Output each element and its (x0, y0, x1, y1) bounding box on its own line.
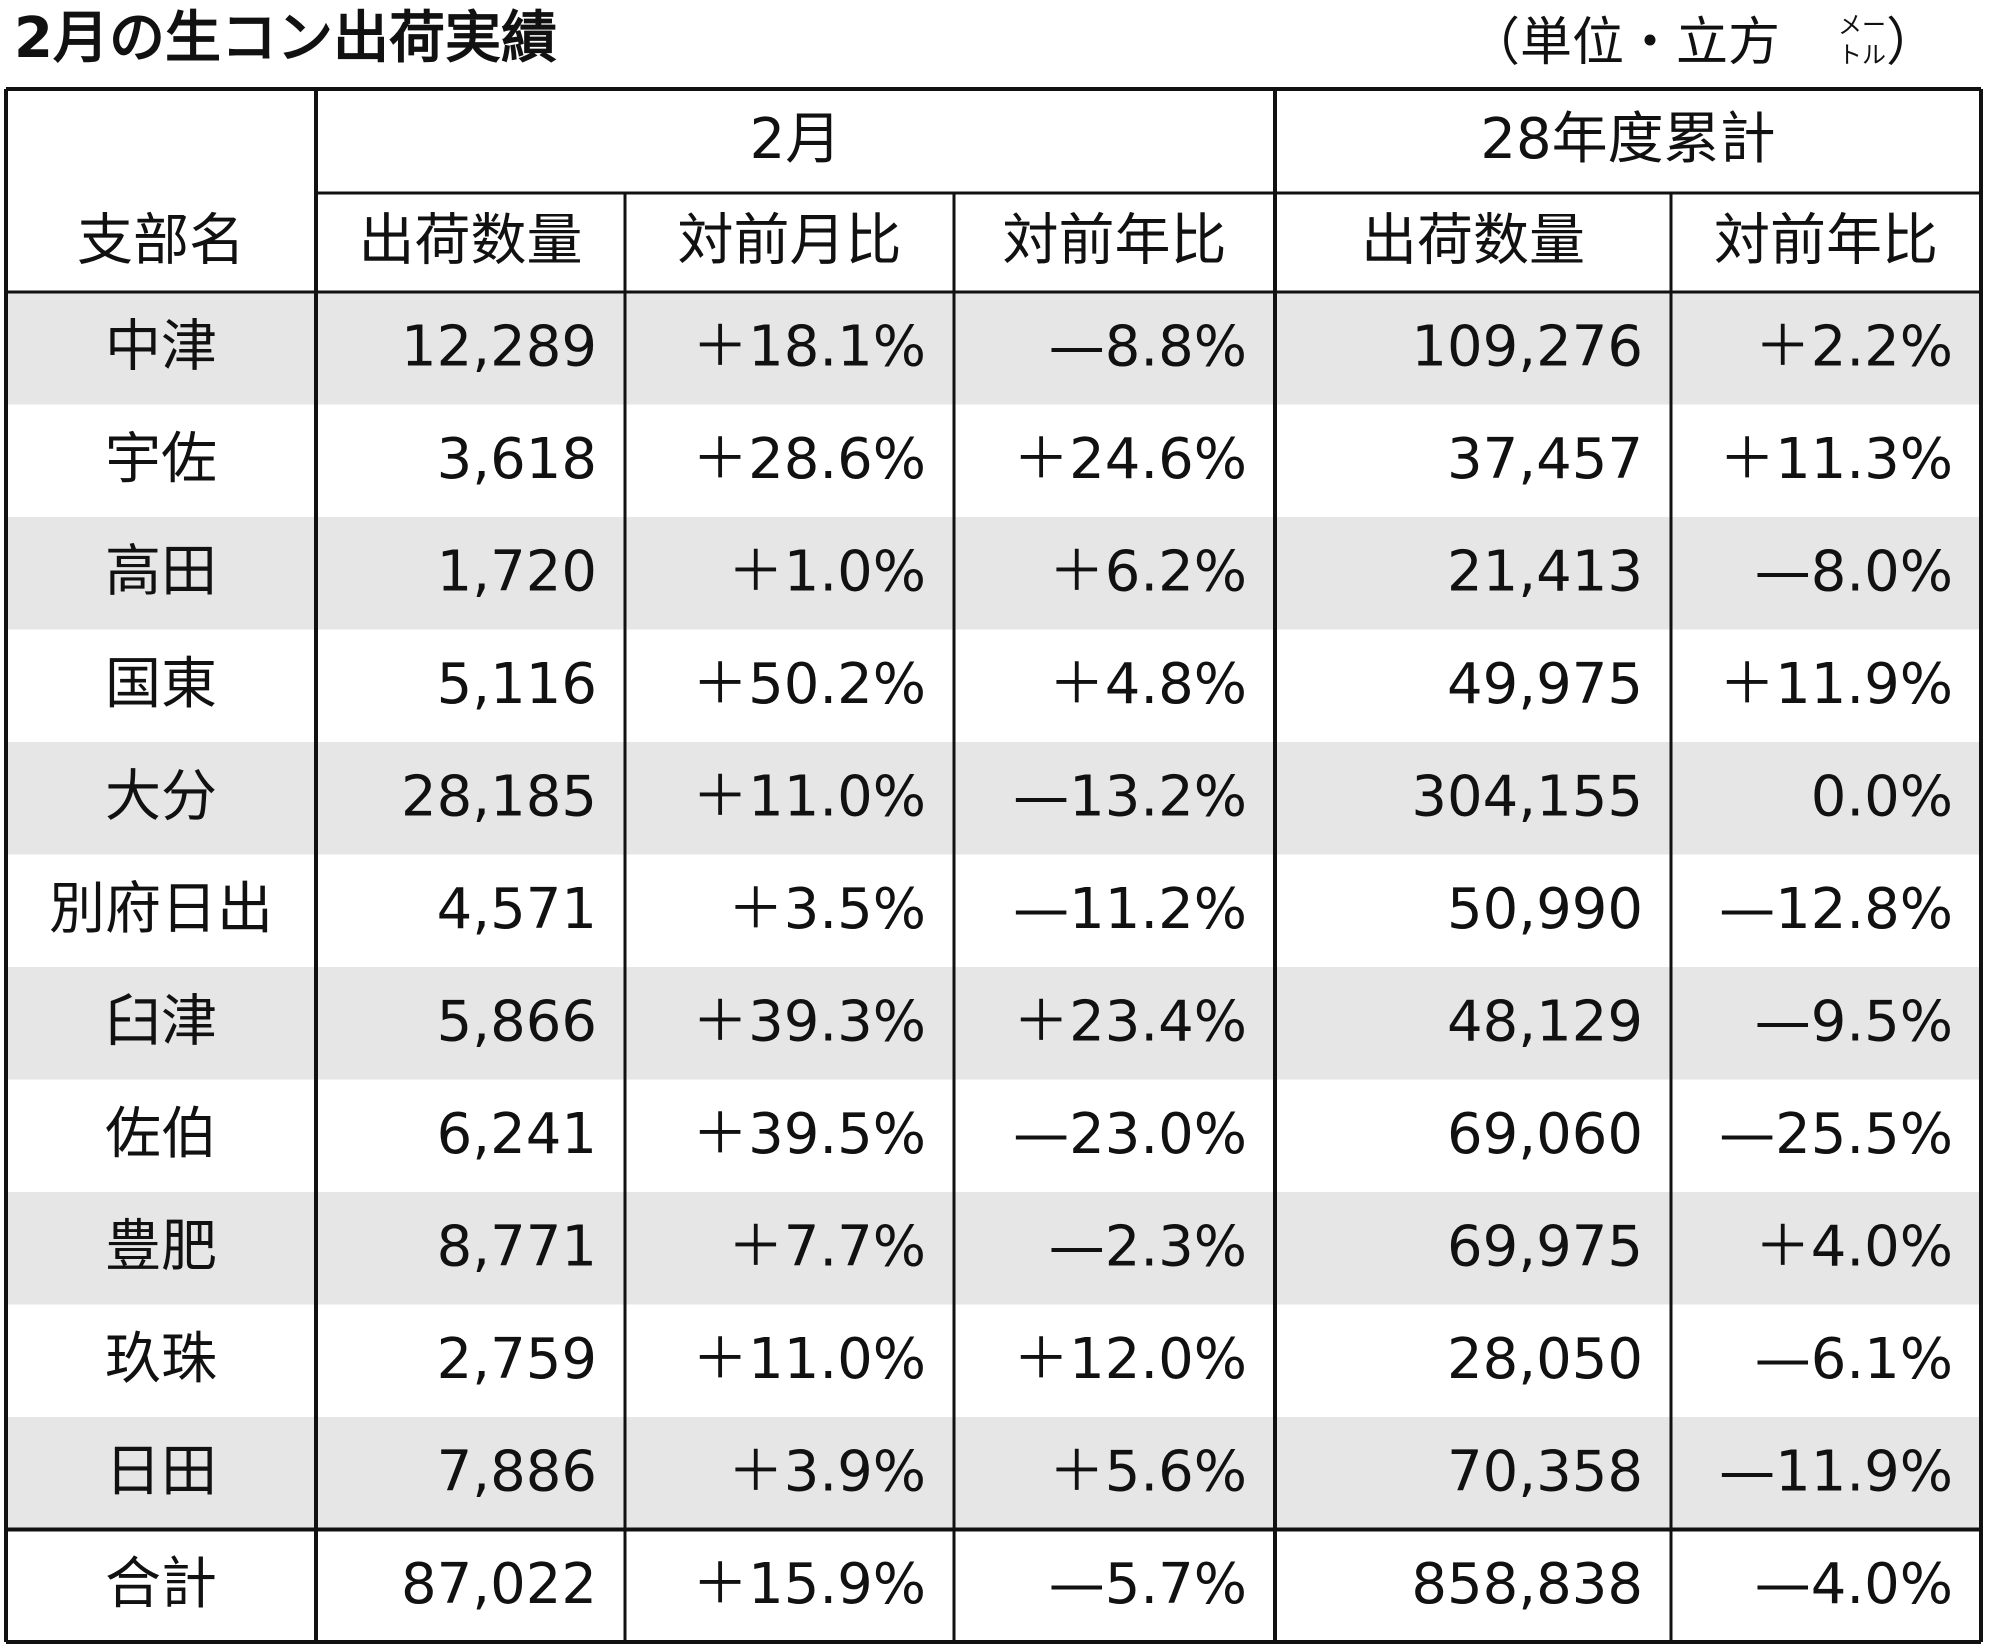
row-cell: ＋39.3% (692, 989, 926, 1054)
row-cell: 6,241 (437, 1102, 597, 1167)
row-cell: 0.0% (1811, 764, 1953, 829)
total-cell: ＋15.9% (692, 1552, 926, 1617)
column-header: 出荷数量 (359, 209, 583, 274)
row-label: 国東 (105, 652, 217, 717)
row-cell: ＋3.9% (728, 1439, 926, 1504)
row-cell: 69,975 (1447, 1214, 1643, 1279)
row-cell: 3,618 (437, 427, 597, 492)
row-cell: 28,185 (401, 764, 597, 829)
row-cell: ＋23.4% (1013, 989, 1247, 1054)
unit-prefix: （単位・立方 (1468, 13, 1780, 73)
row-cell: —11.9% (1719, 1439, 1953, 1504)
row-cell: —23.0% (1013, 1102, 1247, 1167)
row-label: 中津 (105, 314, 217, 379)
row-cell: 12,289 (401, 314, 597, 379)
row-cell: 1,720 (437, 539, 597, 604)
column-header: 出荷数量 (1361, 209, 1585, 274)
column-header: 対前年比 (1003, 209, 1227, 274)
row-cell: 50,990 (1447, 877, 1643, 942)
unit-small-top: メー (1838, 11, 1886, 39)
row-cell: 28,050 (1447, 1327, 1643, 1392)
row-label: 高田 (105, 539, 217, 604)
row-shade (6, 742, 1981, 855)
row-cell: ＋4.8% (1049, 652, 1247, 717)
total-cell: —5.7% (1049, 1552, 1247, 1617)
column-header: 対前月比 (678, 209, 902, 274)
group-header: 28年度累計 (1480, 107, 1775, 172)
row-cell: 49,975 (1447, 652, 1643, 717)
row-cell: ＋5.6% (1049, 1439, 1247, 1504)
row-shade (6, 1192, 1981, 1305)
row-cell: 4,571 (437, 877, 597, 942)
row-cell: 8,771 (437, 1214, 597, 1279)
row-cell: 2,759 (437, 1327, 597, 1392)
row-cell: ＋11.0% (692, 1327, 926, 1392)
row-cell: 7,886 (437, 1439, 597, 1504)
row-cell: —12.8% (1719, 877, 1953, 942)
row-cell: ＋11.0% (692, 764, 926, 829)
row-label: 別府日出 (49, 877, 273, 942)
column-header: 支部名 (77, 209, 245, 274)
row-cell: 304,155 (1411, 764, 1643, 829)
row-cell: ＋7.7% (728, 1214, 926, 1279)
total-label: 合計 (105, 1552, 217, 1617)
row-label: 佐伯 (105, 1102, 217, 1167)
row-label: 宇佐 (105, 427, 217, 492)
row-cell: ＋3.5% (728, 877, 926, 942)
row-cell: ＋11.9% (1719, 652, 1953, 717)
row-cell: ＋11.3% (1719, 427, 1953, 492)
row-cell: ＋4.0% (1755, 1214, 1953, 1279)
row-cell: ＋24.6% (1013, 427, 1247, 492)
row-cell: ＋28.6% (692, 427, 926, 492)
row-cell: ＋1.0% (728, 539, 926, 604)
column-header: 対前年比 (1714, 209, 1938, 274)
row-cell: —8.0% (1755, 539, 1953, 604)
row-cell: 37,457 (1447, 427, 1643, 492)
row-cell: 109,276 (1411, 314, 1643, 379)
row-label: 日田 (105, 1439, 217, 1504)
row-label: 豊肥 (105, 1214, 217, 1279)
row-cell: ＋6.2% (1049, 539, 1247, 604)
row-cell: —11.2% (1013, 877, 1247, 942)
row-cell: —8.8% (1049, 314, 1247, 379)
row-cell: 21,413 (1447, 539, 1643, 604)
row-cell: 48,129 (1447, 989, 1643, 1054)
total-cell: 858,838 (1411, 1552, 1643, 1617)
row-cell: 70,358 (1447, 1439, 1643, 1504)
title: 2月の生コン出荷実績 (14, 6, 557, 71)
row-cell: ＋12.0% (1013, 1327, 1247, 1392)
row-cell: 5,866 (437, 989, 597, 1054)
row-cell: —13.2% (1013, 764, 1247, 829)
row-cell: —25.5% (1719, 1102, 1953, 1167)
unit-small-bottom: トル (1838, 41, 1886, 69)
row-shade (6, 517, 1981, 630)
row-cell: —9.5% (1755, 989, 1953, 1054)
group-header: 2月 (750, 107, 842, 172)
total-cell: 87,022 (401, 1552, 597, 1617)
row-shade (6, 967, 1981, 1080)
row-cell: ＋2.2% (1755, 314, 1953, 379)
row-shade (6, 292, 1981, 405)
row-cell: 5,116 (437, 652, 597, 717)
row-cell: —2.3% (1049, 1214, 1247, 1279)
unit-suffix: ） (1886, 13, 1938, 73)
row-cell: —6.1% (1755, 1327, 1953, 1392)
row-label: 大分 (105, 764, 217, 829)
row-cell: 69,060 (1447, 1102, 1643, 1167)
row-cell: ＋50.2% (692, 652, 926, 717)
row-cell: ＋18.1% (692, 314, 926, 379)
total-cell: —4.0% (1755, 1552, 1953, 1617)
row-label: 玖珠 (105, 1327, 217, 1392)
row-label: 臼津 (105, 989, 217, 1054)
row-cell: ＋39.5% (692, 1102, 926, 1167)
row-shade (6, 1417, 1981, 1530)
